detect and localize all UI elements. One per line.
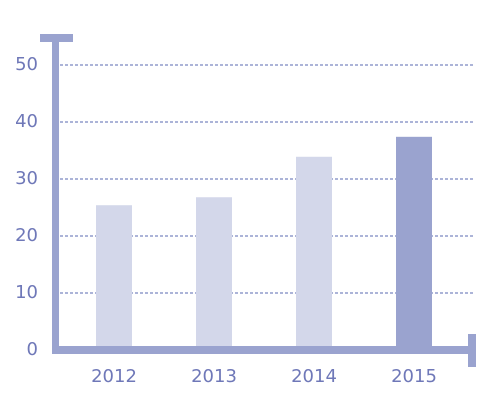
bars <box>96 136 432 350</box>
y-tick-label: 0 <box>27 339 38 360</box>
y-tick-label: 10 <box>15 282 38 303</box>
y-tick-label: 40 <box>15 111 38 132</box>
x-axis <box>52 346 472 354</box>
y-axis <box>52 38 59 354</box>
y-tick-label: 30 <box>15 168 38 189</box>
y-tick-label: 50 <box>15 54 38 75</box>
bar <box>96 205 132 350</box>
x-tick-label: 2015 <box>391 366 437 387</box>
bar <box>396 136 432 350</box>
y-tick-label: 20 <box>15 225 38 246</box>
x-tick-label: 2014 <box>291 366 337 387</box>
x-tick-label: 2013 <box>191 366 237 387</box>
y-axis-cap <box>40 34 73 42</box>
x-tick-label: 2012 <box>91 366 137 387</box>
x-axis-cap <box>468 334 476 367</box>
bar <box>296 156 332 350</box>
bar <box>196 197 232 350</box>
